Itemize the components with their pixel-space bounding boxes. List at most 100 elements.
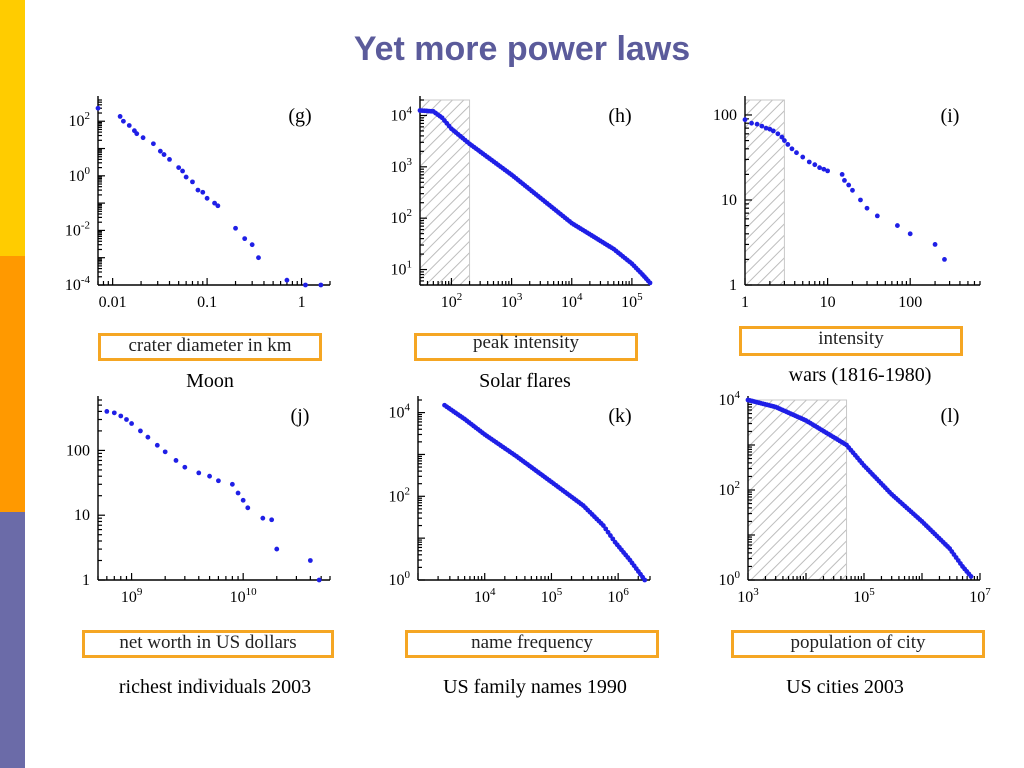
- data-point: [608, 533, 613, 538]
- data-point: [605, 529, 611, 535]
- data-point: [775, 131, 781, 137]
- xlabel-i: intensity: [739, 326, 963, 356]
- data-point: [858, 197, 863, 203]
- data-point: [754, 121, 760, 127]
- x-tick-label: 10: [820, 294, 836, 311]
- data-point: [770, 128, 776, 134]
- data-point: [303, 282, 308, 288]
- x-tick-label: 106: [607, 586, 629, 606]
- x-tick-label: 1010: [230, 586, 258, 606]
- data-point: [150, 141, 156, 147]
- y-tick-label: 101: [391, 259, 413, 279]
- data-point: [874, 213, 880, 219]
- x-tick-label: 1: [741, 294, 749, 311]
- data-point: [134, 131, 140, 137]
- chart-h: 102 103 104 105 101 102 103 104 (h): [391, 96, 653, 311]
- data-point: [789, 146, 795, 152]
- x-tick-label: 104: [561, 291, 583, 311]
- data-point: [763, 125, 769, 131]
- data-point: [316, 577, 322, 583]
- strip-purple: [0, 512, 25, 768]
- y-tick-label: 102: [719, 479, 741, 499]
- data-point: [749, 120, 754, 126]
- xlabel-h: peak intensity: [414, 333, 638, 361]
- data-point: [145, 434, 151, 440]
- data-point: [895, 223, 900, 228]
- y-tick-label: 10: [721, 192, 737, 209]
- data-point: [812, 162, 818, 168]
- caption-h: Solar flares: [479, 370, 571, 392]
- data-point: [140, 135, 146, 141]
- data-point: [821, 166, 827, 172]
- panel-label: (l): [941, 405, 960, 427]
- data-point: [284, 277, 290, 283]
- data-point: [249, 242, 255, 248]
- data-point: [195, 187, 201, 193]
- y-tick-label: 100: [66, 442, 90, 459]
- y-tick-label: 104: [719, 389, 741, 409]
- x-tick-label: 107: [969, 586, 991, 606]
- data-point: [104, 409, 110, 414]
- data-point: [932, 242, 938, 247]
- caption-l: US cities 2003: [786, 676, 904, 698]
- y-tick-label: 103: [391, 156, 413, 176]
- panel-label: (j): [291, 405, 310, 427]
- data-point: [124, 417, 129, 422]
- data-point: [642, 577, 648, 583]
- data-point: [794, 150, 799, 156]
- y-tick-label: 100: [719, 569, 741, 589]
- data-point: [242, 236, 248, 242]
- y-tick-label: 102: [69, 110, 91, 130]
- y-tick-label: 102: [389, 485, 411, 505]
- data-point: [173, 458, 179, 463]
- data-point: [154, 442, 160, 448]
- xlabel-l: population of city: [731, 630, 985, 658]
- caption-g: Moon: [186, 370, 234, 392]
- chart-i: 1 10 100 1 10 100 (i): [713, 96, 981, 311]
- data-point: [785, 142, 791, 147]
- chart-j: 109 1010 1 10 100 (j): [66, 396, 331, 606]
- data-point: [215, 203, 221, 209]
- data-point: [850, 187, 855, 193]
- xlabel-j: net worth in US dollars: [82, 630, 334, 658]
- data-point: [817, 165, 822, 171]
- data-point: [129, 421, 134, 426]
- x-tick-label: 1: [298, 294, 306, 311]
- hatched-region: [419, 99, 471, 286]
- data-point: [240, 497, 246, 503]
- data-point: [216, 478, 221, 484]
- data-point: [157, 148, 163, 154]
- x-tick-label: 0.01: [99, 294, 127, 311]
- data-point: [229, 481, 235, 487]
- data-point: [256, 255, 261, 261]
- y-tick-label: 1: [729, 277, 737, 294]
- y-tick-label: 100: [69, 165, 91, 185]
- data-point: [95, 105, 101, 111]
- data-point: [196, 470, 202, 476]
- data-point: [600, 523, 606, 528]
- strip-orange: [0, 256, 25, 512]
- data-point: [742, 117, 748, 123]
- caption-i: wars (1816-1980): [788, 364, 932, 386]
- data-point: [162, 449, 168, 455]
- data-point: [274, 546, 280, 552]
- y-tick-label: 10-2: [65, 219, 90, 239]
- x-tick-label: 103: [501, 291, 523, 311]
- data-point: [942, 257, 947, 262]
- strip-yellow: [0, 0, 25, 256]
- data-point: [800, 154, 806, 160]
- data-point: [647, 280, 653, 286]
- data-point: [610, 536, 616, 542]
- x-tick-label: 105: [621, 291, 643, 311]
- chart-k: 104 105 106 100 102 104 (k): [389, 396, 651, 606]
- data-point: [307, 558, 313, 563]
- x-tick-label: 102: [441, 291, 463, 311]
- hatched-region: [744, 99, 785, 286]
- data-point: [117, 114, 123, 119]
- y-tick-label: 104: [391, 104, 413, 124]
- y-tick-label: 100: [713, 107, 737, 124]
- xlabel-g: crater diameter in km: [98, 333, 322, 361]
- data-point: [138, 428, 143, 434]
- data-point: [161, 152, 167, 157]
- data-point: [864, 205, 870, 211]
